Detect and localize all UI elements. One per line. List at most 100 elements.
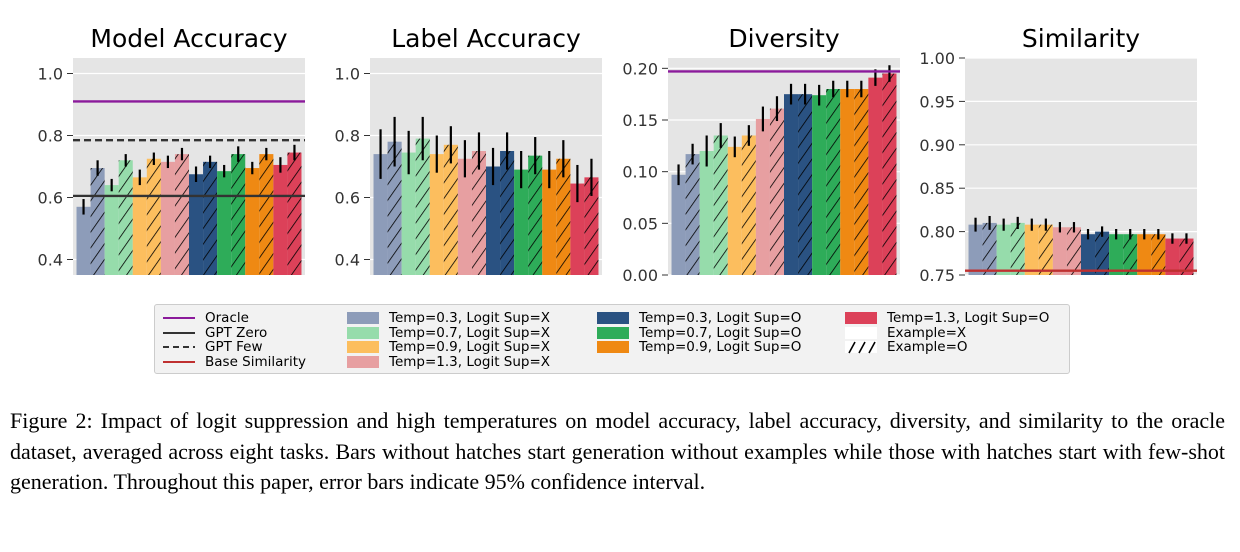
figure: 0.4 0.6 0.8 1.0 Model Accuracy 0.4 0.6 0.8 1.0 La…: [38, 24, 1197, 285]
bar-hatch: [174, 154, 189, 275]
color-swatch: [595, 340, 631, 355]
hatch-swatch: [843, 340, 879, 355]
bar: [514, 169, 529, 275]
bar-hatch: [1179, 238, 1194, 275]
gpt-zero-line-swatch: [161, 326, 197, 341]
bar: [1109, 234, 1124, 275]
oracle-line-swatch: [161, 311, 197, 326]
bar-hatch: [854, 89, 869, 275]
bar-hatch: [826, 89, 841, 275]
color-swatch: [345, 355, 381, 370]
bar: [727, 146, 742, 275]
legend-label: Temp=0.3, Logit Sup=O: [639, 310, 802, 326]
bar: [542, 169, 557, 275]
bar: [699, 151, 714, 275]
bar: [755, 118, 770, 275]
y-tick-label: 0.6: [335, 189, 360, 208]
legend-label: GPT Zero: [205, 324, 268, 341]
bar: [401, 152, 416, 275]
bar: [1052, 227, 1067, 275]
gpt-few-line-swatch: [161, 340, 197, 355]
y-tick-label: 1.00: [919, 49, 955, 68]
bar: [784, 94, 799, 276]
bar: [457, 158, 472, 275]
bar-hatch: [584, 177, 599, 275]
chart-title: Model Accuracy: [90, 24, 287, 53]
bar: [373, 154, 388, 275]
chart-title: Label Accuracy: [391, 24, 581, 53]
y-tick-label: 0.6: [38, 189, 63, 208]
legend-label: Temp=0.7, Logit Sup=X: [389, 324, 551, 341]
y-tick-label: 0.80: [919, 223, 955, 242]
legend-label: Temp=0.9, Logit Sup=O: [639, 339, 802, 355]
legend-label: Temp=0.3, Logit Sup=X: [389, 310, 551, 326]
bar-hatch: [387, 141, 402, 275]
bar: [132, 177, 147, 275]
chart-panel: 0.00 0.05 0.10 0.15 0.20 Diversity: [622, 24, 900, 285]
bar-hatch: [203, 161, 218, 275]
y-tick-label: 0.05: [622, 214, 658, 233]
bar: [189, 174, 204, 275]
bar: [486, 166, 501, 275]
bar: [868, 77, 883, 275]
y-tick-label: 0.10: [622, 163, 658, 182]
y-tick-label: 0.15: [622, 111, 658, 130]
bar-hatch: [443, 144, 458, 275]
bar-hatch: [1095, 231, 1110, 275]
bar-hatch: [118, 160, 133, 275]
bar-hatch: [528, 155, 543, 275]
bar: [429, 154, 444, 275]
bar-hatch: [415, 138, 430, 275]
color-swatch: [595, 326, 631, 341]
legend-label: Temp=0.7, Logit Sup=O: [639, 324, 802, 341]
chart-panel: 0.75 0.80 0.85 0.90 0.95 1.00 Similarity: [919, 24, 1197, 285]
bar: [968, 224, 983, 275]
y-tick-label: 0.95: [919, 92, 955, 111]
bar: [160, 161, 175, 275]
legend-label: Example=X: [887, 324, 967, 341]
legend-label: Oracle: [205, 310, 249, 326]
bar-hatch: [798, 94, 813, 276]
bar: [996, 224, 1011, 275]
y-tick-label: 0.4: [335, 251, 360, 270]
bar-hatch: [146, 158, 161, 275]
base-similarity-line-swatch: [161, 355, 197, 370]
color-swatch: [843, 311, 879, 326]
bar-hatch: [685, 154, 700, 275]
legend-label: GPT Few: [205, 339, 263, 355]
bar-hatch: [769, 108, 784, 275]
y-tick-label: 0.20: [622, 59, 658, 78]
legend-label: Example=O: [887, 339, 968, 355]
y-tick-label: 0.8: [38, 127, 63, 146]
y-tick-label: 1.0: [335, 65, 360, 84]
charts-svg: 0.4 0.6 0.8 1.0 Model Accuracy 0.4 0.6 0.8 1.0 La…: [38, 24, 1197, 285]
bar-hatch: [882, 73, 897, 275]
bar: [104, 185, 119, 275]
chart-panel: 0.4 0.6 0.8 1.0 Model Accuracy: [38, 24, 305, 275]
bar-hatch: [259, 154, 274, 275]
y-tick-label: 0.00: [622, 266, 658, 285]
bar-hatch: [1123, 234, 1138, 275]
bar-hatch: [471, 151, 486, 275]
chart-panel: 0.4 0.6 0.8 1.0 Label Accuracy: [335, 24, 602, 275]
bar-hatch: [1066, 227, 1081, 275]
figure-caption: Figure 2: Impact of logit suppression an…: [10, 408, 1225, 494]
bar: [840, 89, 855, 275]
legend-label: Temp=0.9, Logit Sup=X: [389, 339, 551, 355]
y-tick-label: 0.85: [919, 179, 955, 198]
bar: [671, 174, 686, 275]
bar-hatch: [500, 151, 515, 275]
bar-hatch: [1010, 222, 1025, 275]
bar-hatch: [90, 168, 105, 275]
plain-swatch: [843, 326, 879, 341]
bar: [245, 168, 260, 275]
y-tick-label: 1.0: [38, 65, 63, 84]
y-tick-label: 0.8: [335, 127, 360, 146]
bar: [76, 206, 91, 275]
bar: [1137, 234, 1152, 275]
bar-hatch: [231, 154, 246, 275]
color-swatch: [345, 326, 381, 341]
legend-label: Temp=1.3, Logit Sup=X: [389, 353, 551, 370]
bar-hatch: [713, 135, 728, 275]
bar-hatch: [1151, 234, 1166, 275]
